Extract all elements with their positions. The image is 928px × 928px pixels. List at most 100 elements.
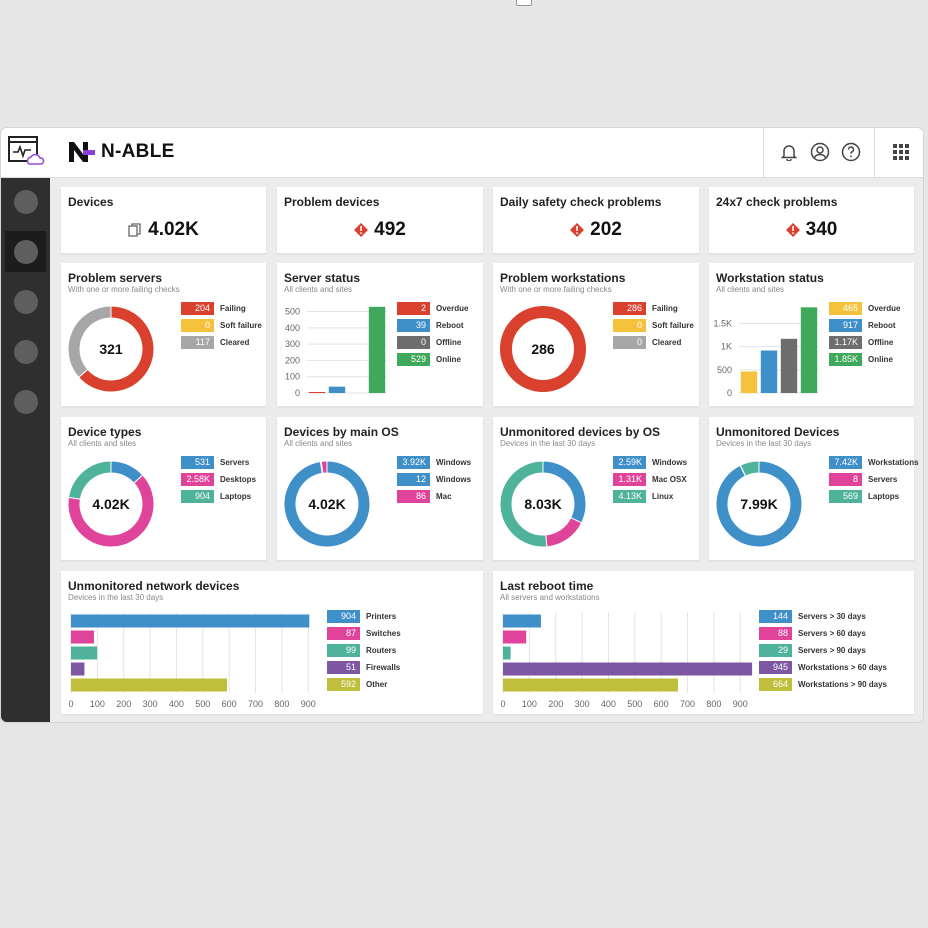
sidebar-item-4[interactable] [5,331,46,372]
legend-item[interactable]: 99 Routers [327,642,401,659]
legend-item[interactable]: 88 Servers > 60 days [759,625,887,642]
donut-slice[interactable] [67,474,155,548]
donut-slice[interactable] [499,460,548,548]
notifications-button[interactable] [777,140,801,164]
monitor-cloud-icon[interactable] [7,134,45,170]
bar[interactable] [71,630,94,644]
legend-item[interactable]: 144 Servers > 30 days [759,608,887,625]
legend-item[interactable]: 286 Failing [613,300,694,317]
legend-item[interactable]: 1.31K Mac OSX [613,471,687,488]
kpi-card-devices[interactable]: Devices 4.02K [61,187,266,253]
bar[interactable] [503,614,541,628]
legend-item[interactable]: 2 Overdue [397,300,468,317]
bar[interactable] [328,386,346,393]
last-reboot-card[interactable]: Last reboot time All servers and worksta… [493,571,914,714]
legend-item[interactable]: 86 Mac [397,488,471,505]
legend-item[interactable]: 0 Soft failure [613,317,694,334]
problem-workstations-card[interactable]: Problem workstations With one or more fa… [493,263,699,406]
legend-item[interactable]: 8 Servers [829,471,919,488]
server-status-card[interactable]: Server status All clients and sites 0 100… [277,263,483,406]
apps-button[interactable] [889,140,913,164]
kpi-card-problem-devices[interactable]: Problem devices 492 [277,187,483,253]
donut-slice[interactable] [320,460,328,474]
legend-item[interactable]: 531 Servers [181,454,256,471]
kpi-card-daily-safety[interactable]: Daily safety check problems 202 [493,187,699,253]
legend-item[interactable]: 2.58K Desktops [181,471,256,488]
workstation-status-card[interactable]: Workstation status All clients and sites… [709,263,914,406]
legend-item[interactable]: 1.17K Offline [829,334,900,351]
problem-workstations-donut[interactable] [498,304,588,394]
device-types-donut[interactable] [66,459,156,549]
server-status-bar-chart[interactable]: 0 100 200 300 400 500 [277,297,392,405]
legend-item[interactable]: 3.92K Windows [397,454,471,471]
legend-item[interactable]: 592 Other [327,676,401,693]
donut-slice[interactable] [67,305,112,379]
legend-item[interactable]: 1.85K Online [829,351,900,368]
legend-item[interactable]: 0 Soft failure [181,317,262,334]
problem-servers-donut[interactable] [66,304,156,394]
legend-item[interactable]: 39 Reboot [397,317,468,334]
nable-logo[interactable]: N-ABLE [69,141,175,163]
donut-slice[interactable] [545,516,583,548]
legend-item[interactable]: 51 Firewalls [327,659,401,676]
unmonitored-network-bar-chart[interactable]: 0 100 200 300 400 500 600 700 800 900 [61,605,323,713]
problem-servers-card[interactable]: Problem servers With one or more failing… [61,263,266,406]
bar[interactable] [71,662,85,676]
sidebar-item-1[interactable] [5,181,46,222]
legend-item[interactable]: 4.13K Linux [613,488,687,505]
devices-by-os-card[interactable]: Devices by main OS All clients and sites… [277,417,483,560]
legend-item[interactable]: 917 Reboot [829,317,900,334]
legend-item[interactable]: 945 Workstations > 60 days [759,659,887,676]
last-reboot-bar-chart[interactable]: 0 100 200 300 400 500 600 700 800 900 [493,605,755,713]
sidebar-item-5[interactable] [5,381,46,422]
devices-by-os-donut[interactable] [282,459,372,549]
legend-item[interactable]: 0 Offline [397,334,468,351]
sidebar-item-2[interactable] [5,231,46,272]
workstation-status-bar-chart[interactable]: 0 500 1K 1.5K [709,297,824,405]
bar[interactable] [503,662,753,676]
unmonitored-devices-card[interactable]: Unmonitored Devices Devices in the last … [709,417,919,560]
unmonitored-by-os-donut[interactable] [498,459,588,549]
bar[interactable] [368,306,386,393]
legend-item[interactable]: 569 Laptops [829,488,919,505]
bar[interactable] [71,646,98,660]
donut-slice[interactable] [715,460,803,548]
bar[interactable] [71,678,228,692]
donut-slice[interactable] [739,460,760,477]
legend-item[interactable]: 7.42K Workstations [829,454,919,471]
donut-slice[interactable] [283,460,371,548]
legend-item[interactable]: 87 Switches [327,625,401,642]
sidebar-item-3[interactable] [5,281,46,322]
kpi-card-24x7[interactable]: 24x7 check problems 340 [709,187,914,253]
donut-slice[interactable] [67,460,112,500]
legend-item[interactable]: 465 Overdue [829,300,900,317]
legend-item[interactable]: 664 Workstations > 90 days [759,676,887,693]
bar[interactable] [308,392,326,393]
legend-item[interactable]: 204 Failing [181,300,262,317]
bar[interactable] [503,646,511,660]
device-types-card[interactable]: Device types All clients and sites 4.02K… [61,417,266,560]
legend-item[interactable]: 904 Printers [327,608,401,625]
legend-item[interactable]: 904 Laptops [181,488,256,505]
bar[interactable] [780,338,798,393]
legend-item[interactable]: 12 Windows [397,471,471,488]
bar[interactable] [71,614,310,628]
unmonitored-devices-donut[interactable] [714,459,804,549]
legend-item[interactable]: 29 Servers > 90 days [759,642,887,659]
unmonitored-network-card[interactable]: Unmonitored network devices Devices in t… [61,571,483,714]
legend-item[interactable]: 117 Cleared [181,334,262,351]
donut-slice[interactable] [500,306,586,392]
bar[interactable] [760,350,778,393]
donut-slice[interactable] [77,305,155,393]
bar[interactable] [740,371,758,393]
legend-item[interactable]: 0 Cleared [613,334,694,351]
bar[interactable] [800,307,818,393]
unmonitored-by-os-card[interactable]: Unmonitored devices by OS Devices in the… [493,417,699,560]
legend-item[interactable]: 529 Online [397,351,468,368]
legend-item[interactable]: 2.59K Windows [613,454,687,471]
bar[interactable] [503,630,527,644]
donut-slice[interactable] [542,460,587,524]
account-button[interactable] [808,140,832,164]
bar[interactable] [503,678,679,692]
help-button[interactable] [839,140,863,164]
